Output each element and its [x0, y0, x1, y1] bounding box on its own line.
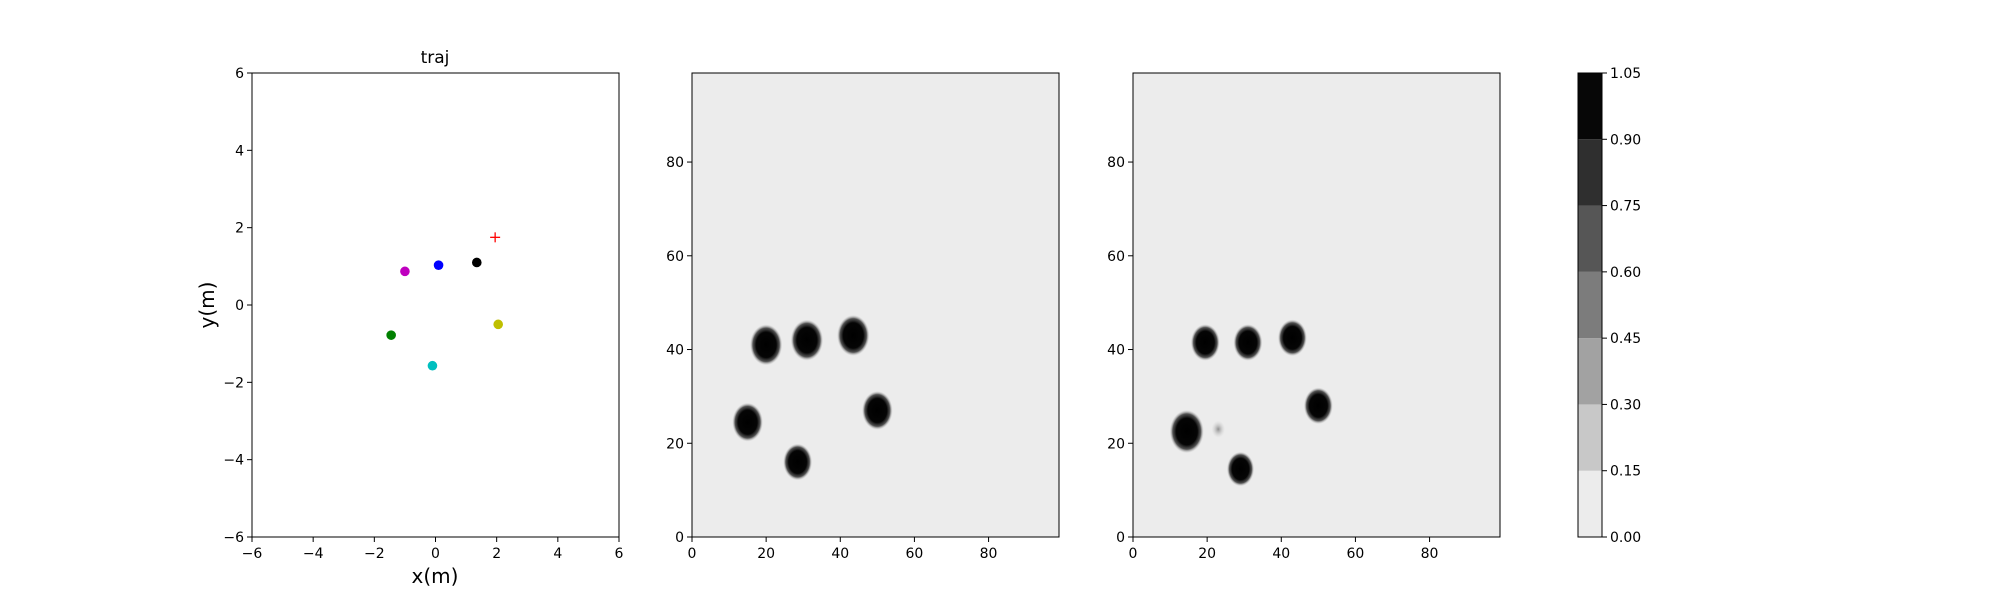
- colorbar-band: [1578, 139, 1602, 206]
- obstacle-blob: [1226, 451, 1255, 487]
- obstacle-blob: [732, 402, 763, 442]
- y-tick-label: 20: [666, 436, 684, 452]
- obstacle-blob: [790, 319, 824, 361]
- x-tick-label: 0: [688, 546, 697, 562]
- x-tick-label: 80: [980, 546, 998, 562]
- x-tick-label: 60: [1347, 546, 1365, 562]
- y-tick-label: 4: [235, 143, 244, 159]
- x-tick-label: −2: [364, 546, 385, 562]
- y-tick-label: 40: [666, 343, 684, 359]
- obstacle-blob: [1233, 324, 1263, 361]
- obstacle-blob: [783, 443, 813, 481]
- y-tick-label: 80: [666, 155, 684, 171]
- y-tick-label: 20: [1107, 436, 1125, 452]
- y-tick-label: 2: [235, 221, 244, 237]
- goal-marker: [490, 232, 501, 243]
- x-tick-label: 40: [831, 546, 849, 562]
- colorbar-tick-label: 0.60: [1610, 265, 1641, 281]
- x-tick-label: 4: [553, 546, 562, 562]
- x-tick-label: 40: [1272, 546, 1290, 562]
- obstacle-blob: [862, 391, 893, 430]
- trajectory-plot-frame: [251, 72, 620, 538]
- colorbar-tick-label: 0.75: [1610, 199, 1641, 215]
- y-tick-label: 60: [1107, 249, 1125, 265]
- x-tick-label: 20: [757, 546, 775, 562]
- x-tick-label: 0: [431, 546, 440, 562]
- colorbar-tick-label: 0.45: [1610, 331, 1641, 347]
- colorbar-tick-label: 1.05: [1610, 66, 1641, 82]
- occupancy-map-frame: [691, 72, 1060, 538]
- colorbar-tick-label: 0.30: [1610, 397, 1641, 413]
- colorbar-band: [1578, 470, 1602, 537]
- trajectory-plot-title: traj: [421, 48, 450, 68]
- obstacle-blob: [1303, 387, 1333, 425]
- agent-point: [471, 257, 482, 268]
- colorbar-band: [1578, 73, 1602, 140]
- x-tick-label: 6: [615, 546, 624, 562]
- y-axis-title: y(m): [195, 282, 219, 329]
- colorbar-frame: [1577, 72, 1603, 538]
- x-tick-label: 2: [492, 546, 501, 562]
- y-tick-label: −6: [223, 530, 244, 546]
- obstacle-blob: [1190, 324, 1220, 361]
- agent-point: [433, 260, 444, 270]
- colorbar: 0.00 0.15 0.30 0.45 0.60 0.75 0.90 1.05: [1577, 66, 1641, 546]
- obstacle-blob: [837, 314, 870, 356]
- x-tick-label: −4: [303, 546, 324, 562]
- agent-point: [427, 360, 438, 371]
- colorbar-tick-label: 0.90: [1610, 132, 1641, 148]
- agent-point: [386, 330, 396, 340]
- x-tick-label: 60: [906, 546, 924, 562]
- x-axis-title: x(m): [412, 564, 459, 588]
- y-tick-label: −2: [223, 375, 244, 391]
- agent-point: [400, 266, 410, 277]
- x-tick-label: 20: [1198, 546, 1216, 562]
- colorbar-band: [1578, 271, 1602, 339]
- x-tick-label: 80: [1421, 546, 1439, 562]
- trajectory-plot-area: [252, 73, 619, 537]
- y-tick-label: −4: [223, 453, 244, 469]
- obstacle-blob: [1277, 319, 1307, 357]
- y-tick-label: 40: [1107, 343, 1125, 359]
- predicted-map-plot: 0 20 40 60 80 0 20 40 60 80: [1107, 72, 1501, 562]
- y-tick-label: 60: [666, 249, 684, 265]
- obstacle-blob: [1169, 409, 1204, 454]
- obstacle-blob: [749, 324, 783, 366]
- y-tick-label: 6: [235, 66, 244, 82]
- colorbar-band: [1578, 205, 1602, 272]
- trajectory-plot: traj −6 −4 −2 0 2 4 6 −6 −4 −2 0 2 4 6 x(m) y(m): [195, 48, 624, 588]
- heatmap-background: [1133, 73, 1500, 537]
- heatmap-background: [692, 73, 1059, 537]
- y-tick-label: 0: [235, 298, 244, 314]
- obstacle-blob: [1211, 420, 1226, 438]
- x-tick-label: 0: [1129, 546, 1138, 562]
- colorbar-tick-label: 0.00: [1610, 530, 1641, 546]
- colorbar-tick-label: 0.15: [1610, 464, 1641, 480]
- occupancy-map-plot: 0 20 40 60 80 0 20 40 60 80: [666, 72, 1060, 562]
- predicted-map-frame: [1132, 72, 1501, 538]
- y-tick-label: 0: [675, 530, 684, 546]
- y-tick-label: 80: [1107, 155, 1125, 171]
- x-tick-label: −6: [242, 546, 263, 562]
- agent-point: [493, 319, 503, 330]
- colorbar-band: [1578, 338, 1602, 405]
- colorbar-band: [1578, 404, 1602, 471]
- y-tick-label: 0: [1116, 530, 1125, 546]
